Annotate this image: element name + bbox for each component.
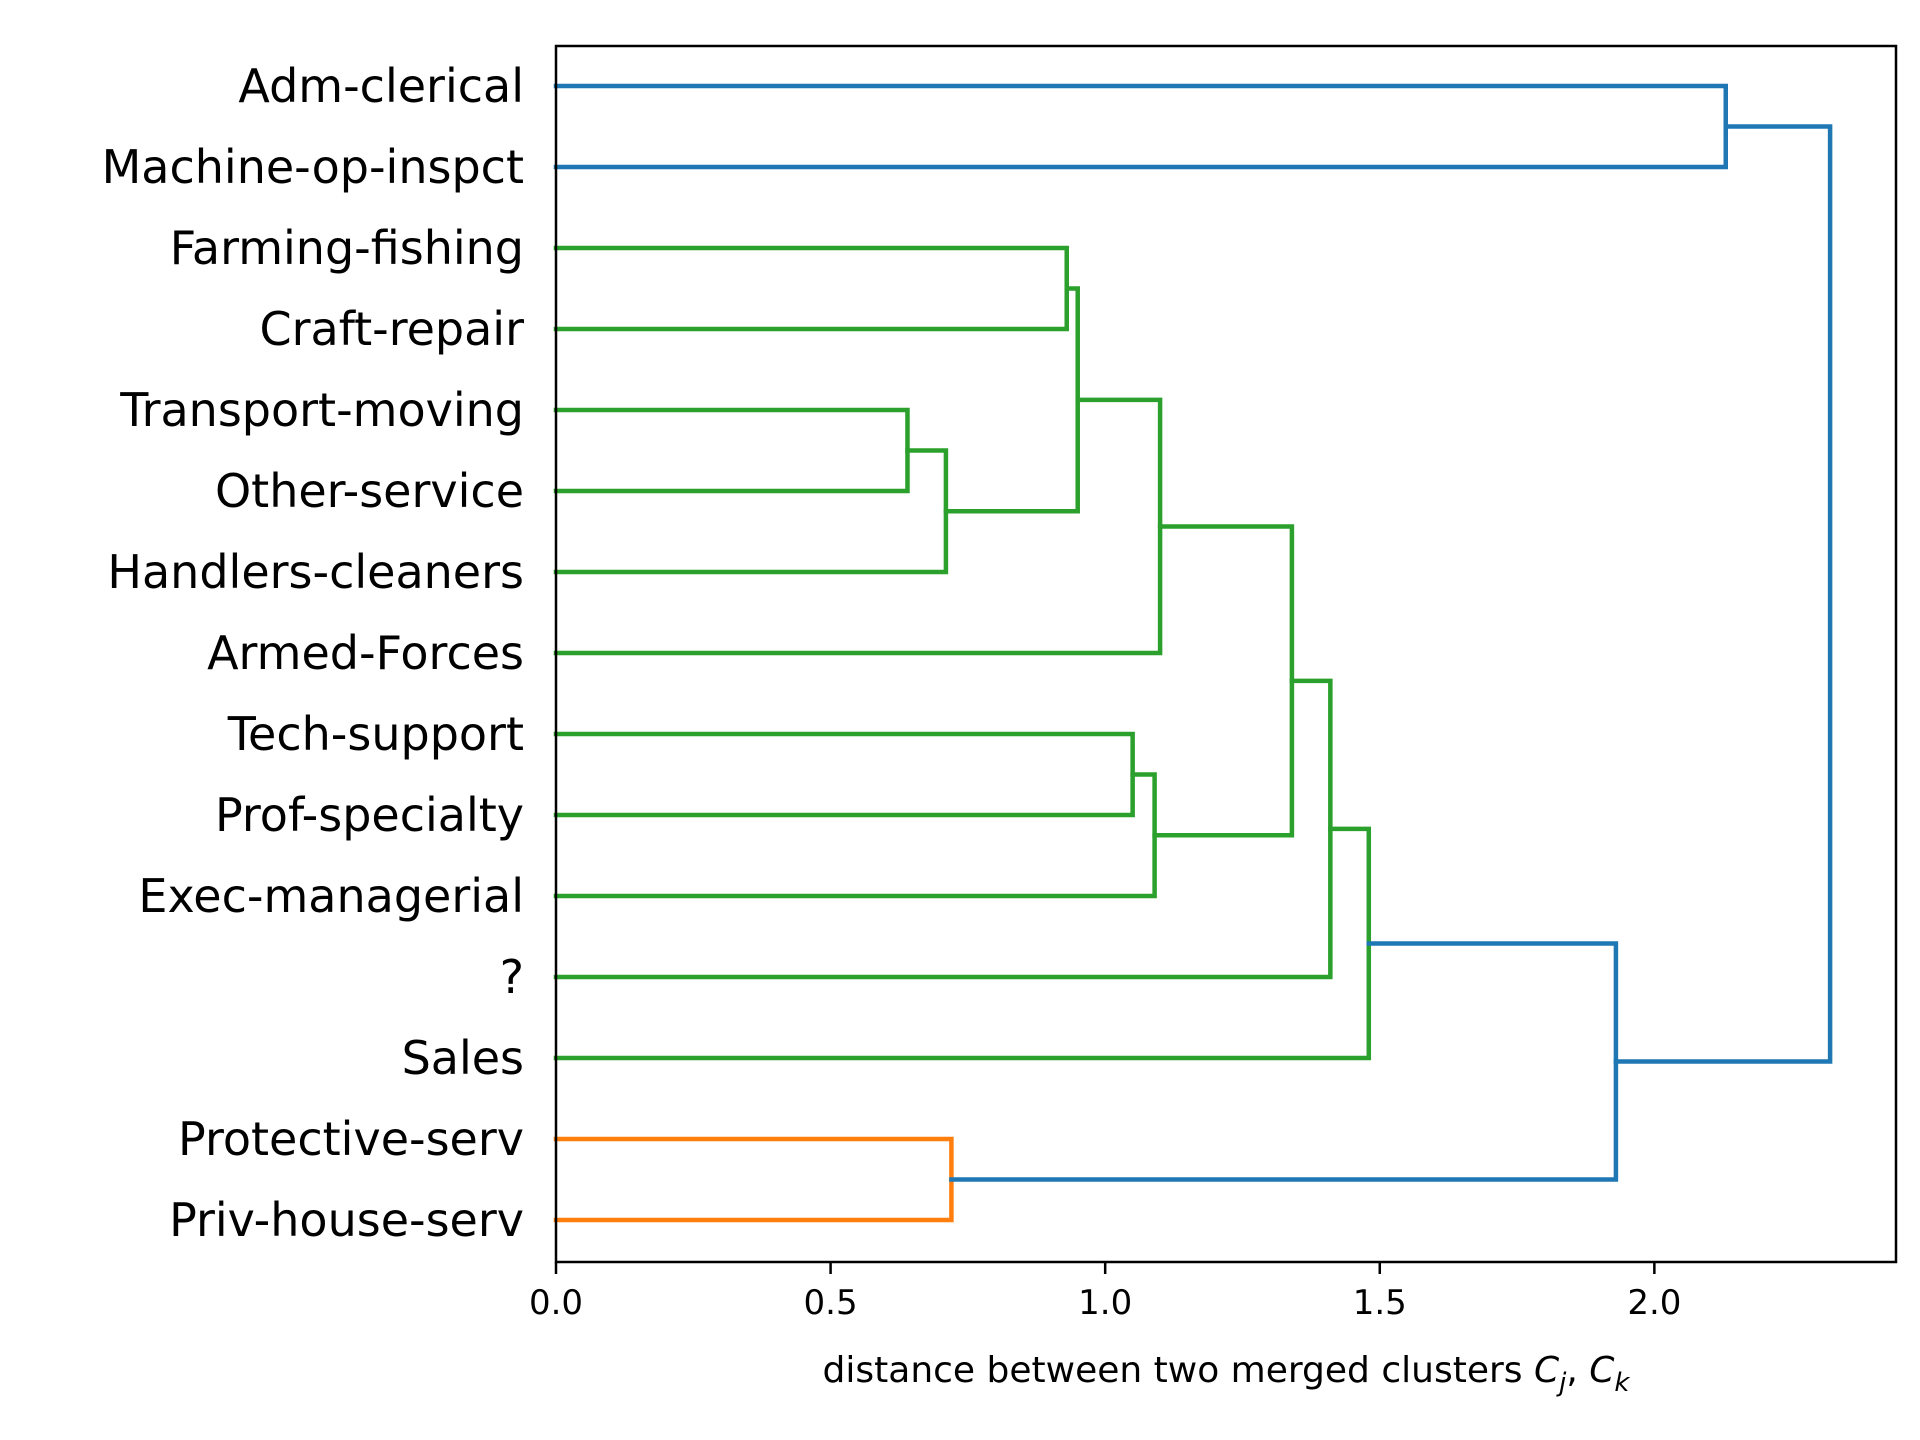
x-axis-title-var1: C [1534, 1350, 1560, 1391]
leaf-label: Craft-repair [259, 302, 524, 356]
x-axis-title: distance between two merged clusters Cj,… [823, 1350, 1631, 1398]
plot-frame [554, 44, 1898, 1264]
leaf-label: Protective-serv [178, 1112, 524, 1166]
dendrogram-link-m5 [943, 286, 1080, 514]
leaf-label: Machine-op-inspct [102, 140, 524, 194]
leaf-label: Tech-support [227, 707, 524, 761]
leaf-label: Farming-fishing [170, 221, 524, 275]
dendrogram-link-m4 [553, 245, 1069, 332]
leaf-label: Priv-house-serv [169, 1193, 524, 1247]
dendrogram-link-m14 [1613, 124, 1833, 1064]
dendrogram-link-m9 [1152, 524, 1295, 838]
leaf-label: ? [500, 950, 524, 1004]
leaf-label: Handlers-cleaners [107, 545, 524, 599]
x-axis: 0.0 0.5 1.0 1.5 2.0 [529, 1262, 1681, 1323]
x-axis-title-sub1: j [1556, 1368, 1567, 1398]
x-tick-label: 1.0 [1078, 1283, 1132, 1323]
dendrogram-link-m2 [553, 448, 949, 575]
dendrogram-link-m11 [553, 826, 1372, 1061]
leaf-label: Adm-clerical [238, 59, 524, 113]
leaf-label: Transport-moving [119, 383, 524, 437]
dendrogram-link-m8 [553, 397, 1163, 656]
leaf-label: Sales [402, 1031, 524, 1085]
dendrogram-link-m10 [553, 678, 1333, 980]
leaf-label: Exec-managerial [138, 869, 524, 923]
dendrogram-link-m1 [553, 407, 910, 494]
x-tick-label: 2.0 [1627, 1283, 1681, 1323]
x-tick-label: 0.5 [804, 1283, 858, 1323]
x-tick-label: 0.0 [529, 1283, 583, 1323]
dendrogram-link-m13 [553, 83, 1728, 170]
x-axis-title-sub2: k [1614, 1368, 1630, 1398]
x-axis-title-sep: , [1566, 1350, 1589, 1391]
dendrogram-link-m6 [553, 731, 1135, 818]
leaf-label: Armed-Forces [207, 626, 524, 680]
y-axis-leaf-labels: Adm-clerical Machine-op-inspct Farming-fis… [102, 59, 524, 1247]
leaf-label: Other-service [215, 464, 524, 518]
x-axis-title-var2: C [1589, 1350, 1615, 1391]
dendrogram-link-m3 [553, 1136, 954, 1223]
dendrogram-links [553, 83, 1833, 1223]
dendrogram-link-m7 [553, 772, 1157, 899]
leaf-label: Prof-specialty [215, 788, 524, 842]
x-tick-label: 1.5 [1353, 1283, 1407, 1323]
x-axis-title-text: distance between two merged clusters [823, 1350, 1534, 1391]
